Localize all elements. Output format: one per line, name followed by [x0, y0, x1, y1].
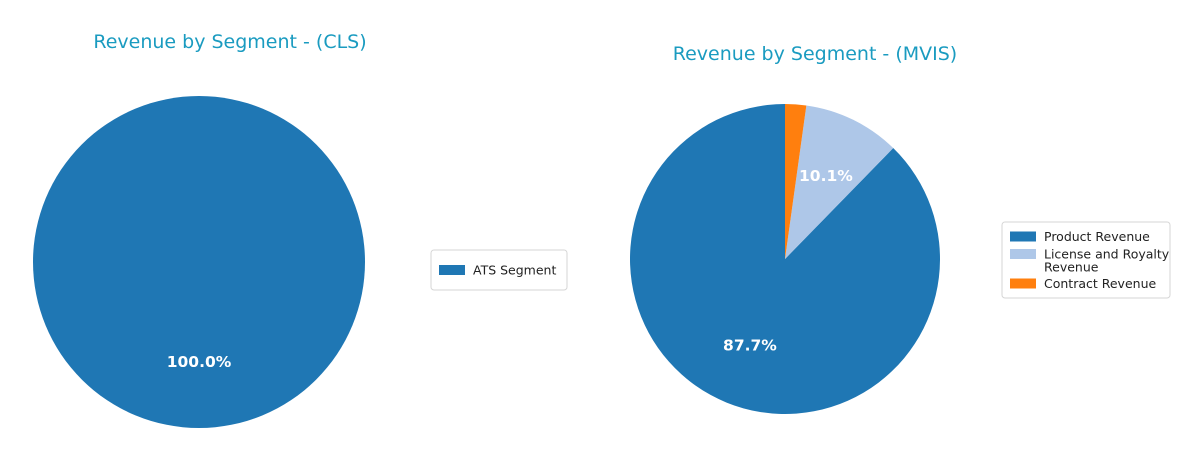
chart-title-mvis: Revenue by Segment - (MVIS) [673, 43, 957, 65]
pie-mvis: 87.7% 10.1% [629, 104, 940, 414]
pie-slice-contract-revenue [785, 104, 807, 259]
legend-mvis: Product Revenue License and Royalty Revenu… [1001, 221, 1171, 299]
legend-cls: ATS Segment [430, 249, 568, 291]
legend-swatch-contract-revenue [1010, 278, 1036, 289]
legend-label-product-revenue: Product Revenue [1044, 229, 1150, 244]
pie-slice-license-and-royalty-revenue [785, 105, 894, 259]
legend-label-license-and-royalty-revenue: License and Royalty Revenue [1044, 247, 1170, 275]
chart-mvis: Revenue by Segment - (MVIS) 87.7% 10.1% P… [629, 43, 1171, 414]
slice-label-product-revenue: 87.7% [723, 337, 777, 355]
slice-label-license-and-royalty-revenue: 10.1% [799, 167, 853, 185]
legend-frame [430, 249, 568, 291]
slice-label-ats-segment: 100.0% [167, 353, 232, 371]
legend-frame [1001, 221, 1171, 299]
pie-slice-ats-segment [33, 96, 365, 428]
legend-swatch-license-and-royalty-revenue [1010, 249, 1036, 259]
legend-label-ats-segment: ATS Segment [473, 263, 556, 278]
pie-cls: 100.0% [33, 96, 365, 428]
chart-title-cls: Revenue by Segment - (CLS) [93, 31, 366, 53]
chart-cls: Revenue by Segment - (CLS) 100.0% ATS Se… [33, 31, 568, 428]
legend-swatch-ats-segment [439, 265, 465, 275]
pie-slice-product-revenue [629, 104, 940, 414]
legend-label-contract-revenue: Contract Revenue [1044, 276, 1156, 291]
legend-swatch-product-revenue [1010, 231, 1036, 242]
